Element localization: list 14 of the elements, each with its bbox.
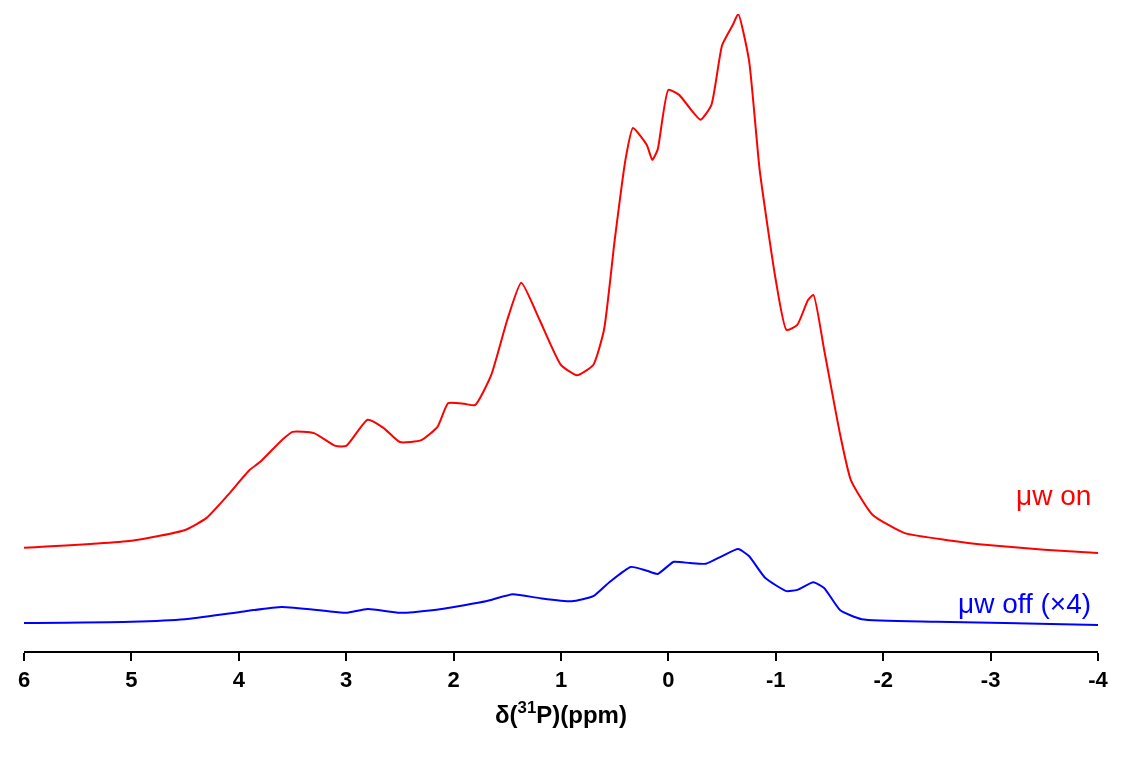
x-tick-label: 0 bbox=[662, 667, 675, 693]
x-tick-label: 4 bbox=[232, 667, 246, 693]
x-tick-label: 3 bbox=[340, 667, 353, 693]
x-tick-label: -1 bbox=[766, 667, 786, 693]
x-tick-label: 1 bbox=[554, 667, 568, 693]
x-axis-title: δ($^{31}$P)(ppm) bbox=[495, 698, 627, 729]
x-tick-label: -2 bbox=[873, 667, 893, 693]
x-tick-label: 6 bbox=[17, 667, 31, 693]
x-tick-label: -3 bbox=[980, 667, 1001, 693]
series-label: μw on bbox=[1016, 480, 1092, 511]
x-tick-label: -4 bbox=[1088, 667, 1109, 693]
series-label: μw off (×4) bbox=[958, 588, 1092, 619]
x-tick-label: 2 bbox=[447, 667, 460, 693]
x-tick-label: 5 bbox=[125, 667, 138, 693]
